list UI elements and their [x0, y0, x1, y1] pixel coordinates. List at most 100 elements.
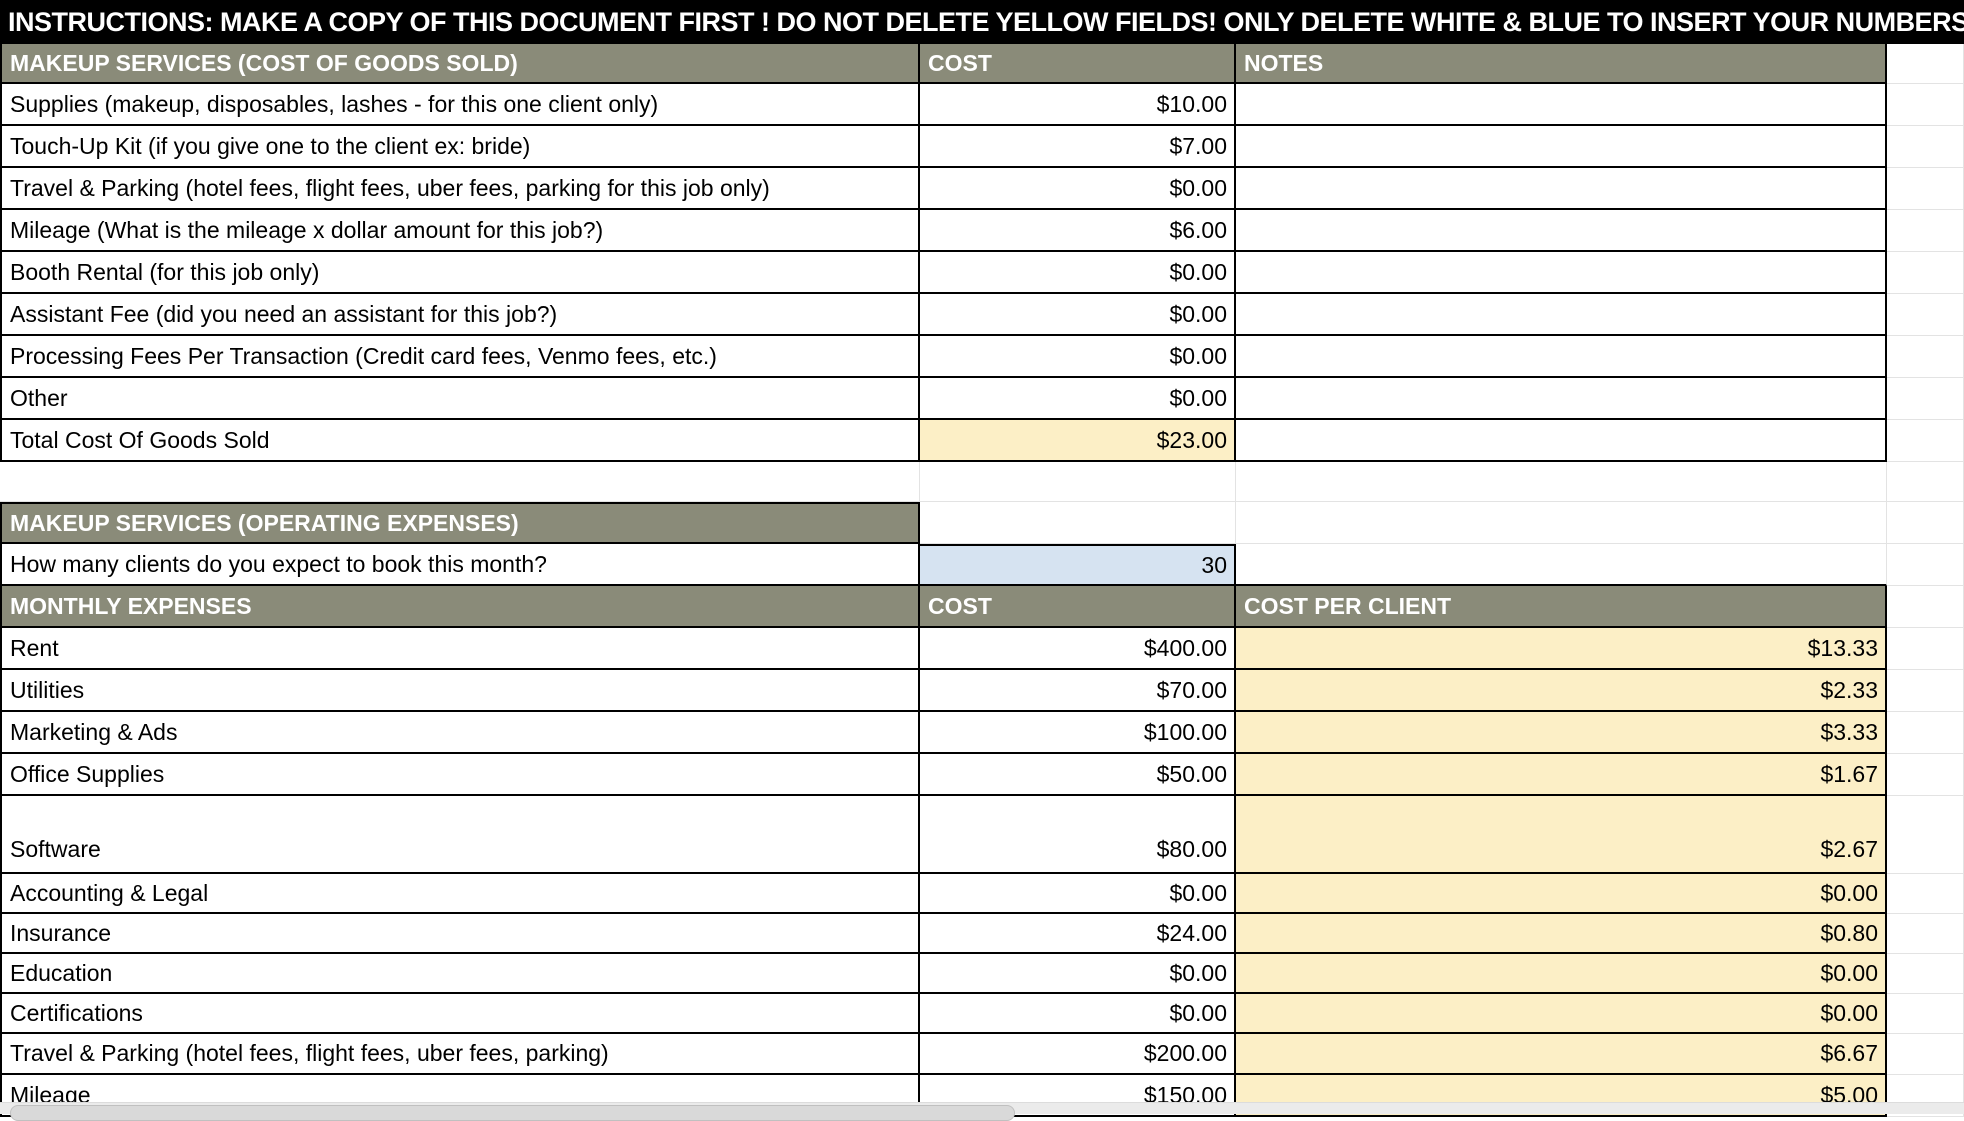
clients-count-cell[interactable]: 30	[920, 544, 1236, 586]
cost-per-client-cell[interactable]: $0.00	[1236, 874, 1887, 914]
cogs-header-row: MAKEUP SERVICES (COST OF GOODS SOLD) COS…	[0, 44, 1964, 84]
grid-filler	[1887, 84, 1964, 126]
row-label-cell[interactable]: Processing Fees Per Transaction (Credit …	[0, 336, 920, 378]
cogs-cost-header-cell[interactable]: COST	[920, 44, 1236, 84]
cogs-row: Other $0.00	[0, 378, 1964, 420]
grid-filler	[1887, 994, 1964, 1034]
clients-question-cell[interactable]: How many clients do you expect to book t…	[0, 544, 920, 586]
clients-row: How many clients do you expect to book t…	[0, 544, 1964, 586]
grid-filler	[1887, 336, 1964, 378]
row-label-cell[interactable]: Travel & Parking (hotel fees, flight fee…	[0, 168, 920, 210]
total-cost-cell[interactable]: $23.00	[920, 420, 1236, 462]
cost-cell[interactable]: $10.00	[920, 84, 1236, 126]
row-label-cell[interactable]: Booth Rental (for this job only)	[0, 252, 920, 294]
cogs-title-header-cell[interactable]: MAKEUP SERVICES (COST OF GOODS SOLD)	[0, 44, 920, 84]
cogs-notes-header-cell[interactable]: NOTES	[1236, 44, 1887, 84]
notes-cell[interactable]	[1236, 252, 1887, 294]
notes-cell[interactable]	[1236, 336, 1887, 378]
cost-cell[interactable]: $24.00	[920, 914, 1236, 954]
row-label-cell[interactable]: Supplies (makeup, disposables, lashes - …	[0, 84, 920, 126]
opex-title-header-cell[interactable]: MAKEUP SERVICES (OPERATING EXPENSES)	[0, 502, 920, 544]
empty-cell	[1236, 462, 1887, 502]
cost-cell[interactable]: $0.00	[920, 168, 1236, 210]
grid-filler	[1887, 252, 1964, 294]
row-label-cell[interactable]: Travel & Parking (hotel fees, flight fee…	[0, 1034, 920, 1075]
grid-filler	[1887, 628, 1964, 670]
row-label-cell[interactable]: Touch-Up Kit (if you give one to the cli…	[0, 126, 920, 168]
empty-cell	[0, 462, 920, 502]
empty-cell	[1236, 544, 1887, 586]
notes-cell[interactable]	[1236, 294, 1887, 336]
row-label-cell[interactable]: Other	[0, 378, 920, 420]
grid-filler	[1887, 1034, 1964, 1075]
cogs-row: Supplies (makeup, disposables, lashes - …	[0, 84, 1964, 126]
row-label-cell[interactable]: Software	[0, 796, 920, 874]
grid-filler	[1887, 44, 1964, 84]
horizontal-scrollbar-thumb[interactable]	[10, 1105, 1015, 1121]
grid-filler	[1887, 586, 1964, 628]
cost-cell[interactable]: $0.00	[920, 954, 1236, 994]
horizontal-scrollbar-track[interactable]	[0, 1102, 1964, 1121]
row-label-cell[interactable]: Marketing & Ads	[0, 712, 920, 754]
monthly-header-row: MONTHLY EXPENSES COST COST PER CLIENT	[0, 586, 1964, 628]
row-label-cell[interactable]: Mileage (What is the mileage x dollar am…	[0, 210, 920, 252]
cost-per-client-cell[interactable]: $2.33	[1236, 670, 1887, 712]
row-label-cell[interactable]: Assistant Fee (did you need an assistant…	[0, 294, 920, 336]
cost-cell[interactable]: $0.00	[920, 294, 1236, 336]
row-label-cell[interactable]: Certifications	[0, 994, 920, 1034]
notes-cell[interactable]	[1236, 84, 1887, 126]
row-label-cell[interactable]: Accounting & Legal	[0, 874, 920, 914]
total-label-cell[interactable]: Total Cost Of Goods Sold	[0, 420, 920, 462]
row-label-cell[interactable]: Insurance	[0, 914, 920, 954]
monthly-cpc-header-cell[interactable]: COST PER CLIENT	[1236, 586, 1887, 628]
cost-cell[interactable]: $70.00	[920, 670, 1236, 712]
cost-per-client-cell[interactable]: $13.33	[1236, 628, 1887, 670]
grid-filler	[1887, 378, 1964, 420]
row-label-cell[interactable]: Utilities	[0, 670, 920, 712]
row-label-cell[interactable]: Rent	[0, 628, 920, 670]
cost-cell[interactable]: $0.00	[920, 252, 1236, 294]
notes-cell[interactable]	[1236, 126, 1887, 168]
cost-cell[interactable]: $7.00	[920, 126, 1236, 168]
grid-filler	[1887, 544, 1964, 586]
expense-row-software: Software $80.00 $2.67	[0, 796, 1964, 874]
cost-cell[interactable]: $200.00	[920, 1034, 1236, 1075]
cogs-row: Touch-Up Kit (if you give one to the cli…	[0, 126, 1964, 168]
notes-cell[interactable]	[1236, 420, 1887, 462]
row-label-cell[interactable]: Office Supplies	[0, 754, 920, 796]
cost-per-client-cell[interactable]: $1.67	[1236, 754, 1887, 796]
cost-cell[interactable]: $6.00	[920, 210, 1236, 252]
notes-cell[interactable]	[1236, 168, 1887, 210]
cost-per-client-cell[interactable]: $0.00	[1236, 954, 1887, 994]
cost-cell[interactable]: $50.00	[920, 754, 1236, 796]
instructions-banner[interactable]: INSTRUCTIONS: MAKE A COPY OF THIS DOCUME…	[0, 0, 1964, 44]
cost-per-client-cell[interactable]: $0.00	[1236, 994, 1887, 1034]
grid-filler	[1887, 126, 1964, 168]
cost-per-client-cell[interactable]: $2.67	[1236, 796, 1887, 874]
cogs-row: Booth Rental (for this job only) $0.00	[0, 252, 1964, 294]
expense-row: Rent $400.00 $13.33	[0, 628, 1964, 670]
cost-per-client-cell[interactable]: $0.80	[1236, 914, 1887, 954]
cost-per-client-cell[interactable]: $3.33	[1236, 712, 1887, 754]
expense-row: Education $0.00 $0.00	[0, 954, 1964, 994]
cost-cell[interactable]: $0.00	[920, 378, 1236, 420]
cost-cell[interactable]: $0.00	[920, 874, 1236, 914]
row-label-cell[interactable]: Education	[0, 954, 920, 994]
monthly-cost-header-cell[interactable]: COST	[920, 586, 1236, 628]
grid-filler	[1887, 754, 1964, 796]
cost-cell[interactable]: $0.00	[920, 336, 1236, 378]
cost-per-client-cell[interactable]: $6.67	[1236, 1034, 1887, 1075]
notes-cell[interactable]	[1236, 210, 1887, 252]
cost-cell[interactable]: $100.00	[920, 712, 1236, 754]
cogs-row: Processing Fees Per Transaction (Credit …	[0, 336, 1964, 378]
cogs-row: Travel & Parking (hotel fees, flight fee…	[0, 168, 1964, 210]
grid-filler	[1887, 502, 1964, 544]
cost-cell[interactable]: $0.00	[920, 994, 1236, 1034]
cost-cell[interactable]: $400.00	[920, 628, 1236, 670]
notes-cell[interactable]	[1236, 378, 1887, 420]
empty-cell	[1236, 502, 1887, 544]
monthly-title-header-cell[interactable]: MONTHLY EXPENSES	[0, 586, 920, 628]
cost-cell[interactable]: $80.00	[920, 796, 1236, 874]
grid-filler	[1887, 420, 1964, 462]
